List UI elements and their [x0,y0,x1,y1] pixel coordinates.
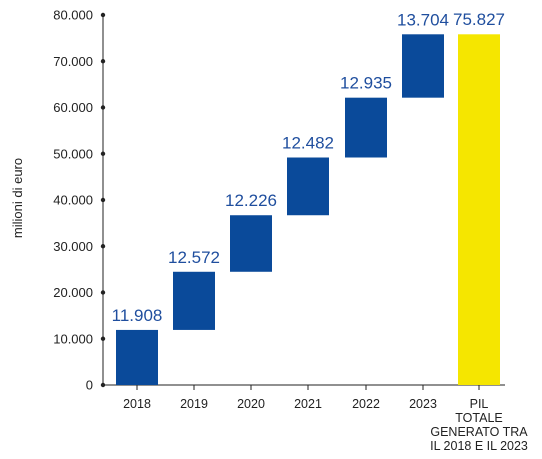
y-tick-label: 40.000 [53,193,93,208]
x-tick-label-2021: 2021 [294,397,322,411]
y-tick-mark [100,197,106,203]
y-tick-label: 10.000 [53,331,93,346]
y-tick-label: 0 [86,378,93,393]
y-tick-label: 80.000 [53,8,93,23]
x-tick-label-2020: 2020 [237,397,265,411]
x-categories: 2018 2019 2020 2021 2022 2023 PILTOTALEGENERAT… [123,385,528,453]
data-label-2021: 12.482 [282,134,334,153]
x-tick-label-2018: 2018 [123,397,151,411]
y-tick-mark [100,336,106,341]
y-axis-label: milioni di euro [10,158,25,238]
bar-total [458,34,500,386]
y-tick-mark [100,12,106,18]
x-tick-label-total-line: IL 2018 E IL 2023 [430,439,528,453]
bar-2020 [230,215,272,272]
data-label-2018: 11.908 [112,306,163,325]
data-label-2022: 12.935 [340,74,392,93]
bar-2021 [287,157,329,216]
y-tick-label: 20.000 [53,285,93,300]
y-ticks: 0 10.000 20.000 30.000 40.000 50.000 60.000 70.… [53,8,108,393]
bar-2023 [402,34,444,98]
bar-2022 [345,97,387,158]
data-labels: 11.908 12.572 12.226 12.482 12.935 13.704 75.8… [112,10,505,325]
data-label-2020: 12.226 [225,191,277,210]
y-tick-mark [100,105,106,110]
data-label-2023: 13.704 [397,10,449,29]
x-tick-label-2022: 2022 [352,397,380,411]
y-tick-mark [100,59,106,64]
x-tick-label-2023: 2023 [409,397,437,411]
y-tick-mark [100,151,106,156]
y-tick-label: 50.000 [53,146,93,161]
bar-2019 [173,271,215,330]
x-tick-label-total-line: GENERATO TRA [430,425,528,439]
bars [116,34,500,386]
y-tick-label: 60.000 [53,100,93,115]
x-tick-label-total-line: TOTALE [455,411,502,425]
x-tick-label-2019: 2019 [180,397,208,411]
y-tick-mark [100,290,106,295]
bar-2018 [116,329,158,385]
y-tick-label: 30.000 [53,239,93,254]
y-tick-mark [100,244,106,249]
y-tick-label: 70.000 [53,54,93,69]
data-label-total: 75.827 [453,10,505,29]
data-label-2019: 12.572 [168,248,220,267]
x-tick-label-total-line: PIL [470,397,489,411]
